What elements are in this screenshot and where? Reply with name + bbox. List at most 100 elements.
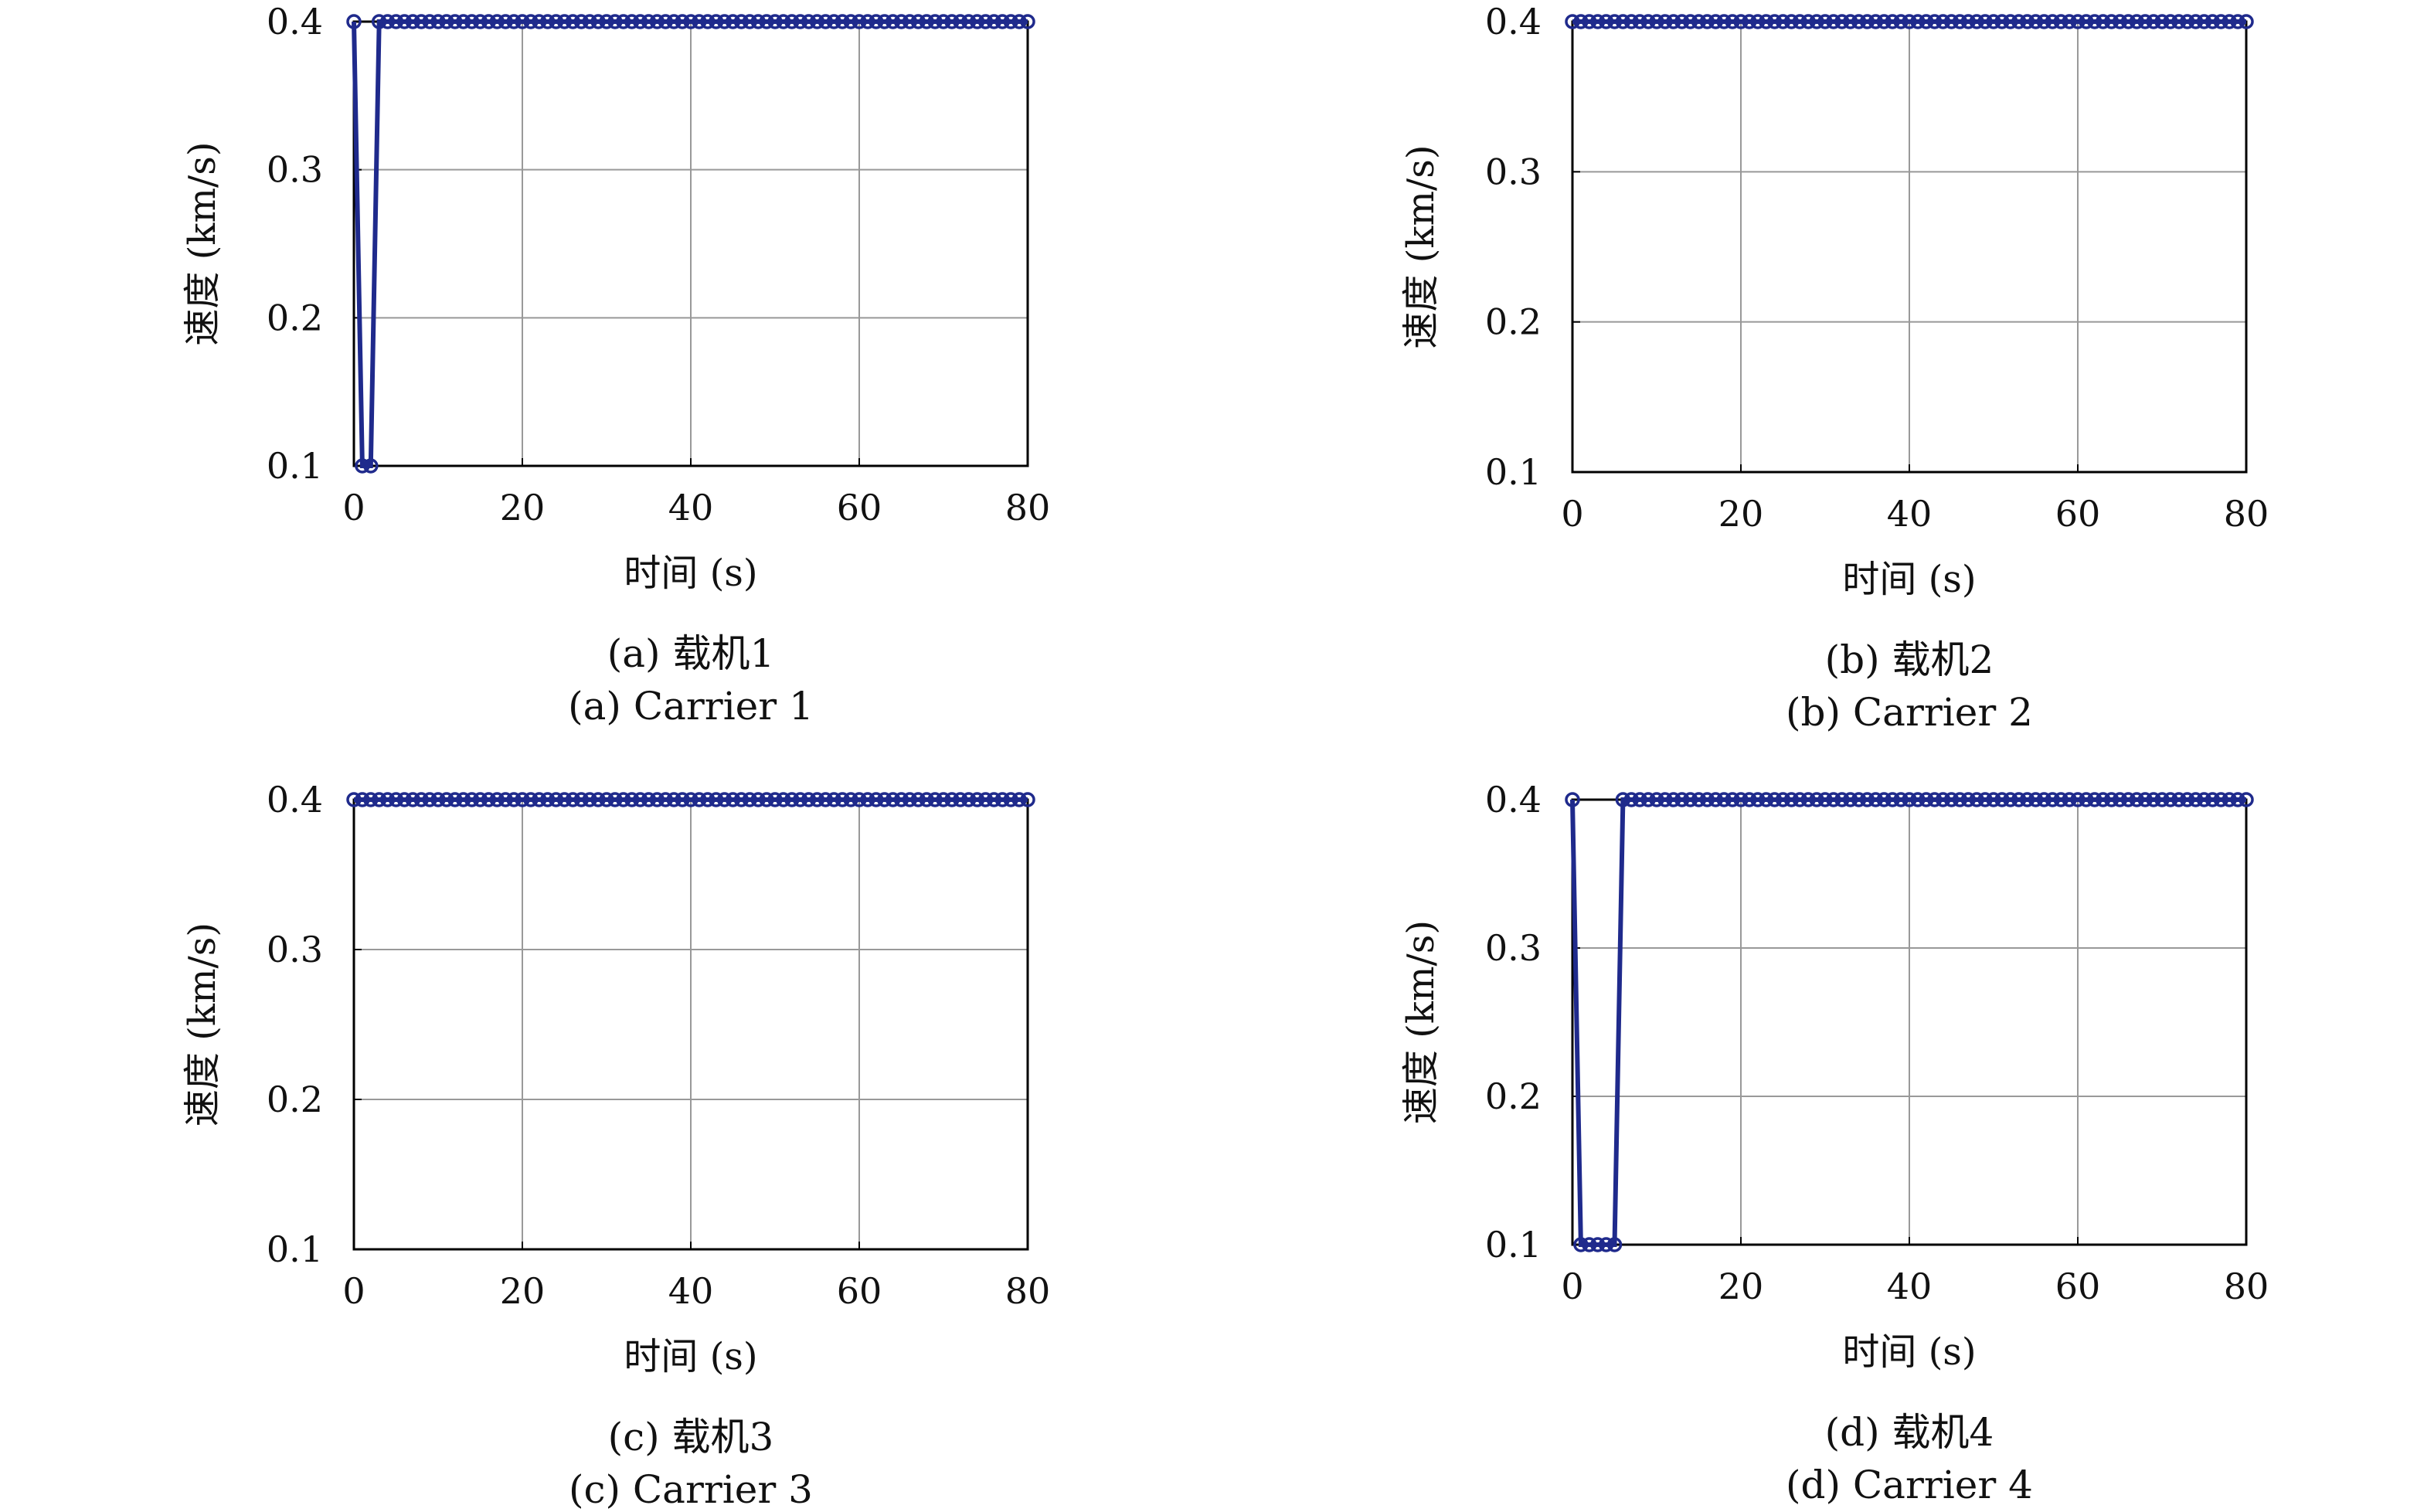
data-point-65 — [893, 14, 909, 29]
x-tick-label-0: 0 — [342, 1270, 365, 1312]
data-point-49 — [1977, 792, 1993, 807]
data-point-74 — [2188, 792, 2204, 807]
x-tick-label-3: 60 — [837, 1270, 882, 1312]
data-point-1 — [355, 792, 370, 807]
data-point-29 — [590, 792, 606, 807]
data-point-62 — [2087, 792, 2103, 807]
data-point-17 — [1708, 792, 1724, 807]
data-point-61 — [2079, 792, 2094, 807]
data-point-38 — [666, 792, 682, 807]
data-point-61 — [860, 792, 875, 807]
data-point-14 — [464, 14, 480, 29]
data-point-71 — [2163, 14, 2178, 29]
data-point-79 — [2230, 792, 2245, 807]
data-point-52 — [784, 792, 800, 807]
data-point-17 — [489, 14, 505, 29]
data-point-36 — [649, 14, 665, 29]
data-point-21 — [523, 14, 539, 29]
data-point-40 — [1902, 14, 1917, 29]
data-point-11 — [439, 14, 454, 29]
data-point-40 — [683, 14, 699, 29]
chart-panel-4: 0 20 40 60 80 0.1 0.2 0.3 0.4 时间 (s) 速度 (km/s) (d) … — [1399, 779, 2269, 1507]
y-tick-label-2: 0.3 — [267, 149, 323, 191]
y-tick-label-1: 0.2 — [267, 1079, 323, 1120]
data-point-37 — [658, 792, 674, 807]
data-point-15 — [472, 14, 488, 29]
y-axis-label: 速度 (km/s) — [181, 141, 224, 345]
data-point-44 — [716, 792, 733, 807]
data-point-1 — [1573, 1237, 1589, 1252]
data-point-71 — [2163, 792, 2178, 807]
data-point-47 — [1960, 14, 1977, 29]
data-point-53 — [792, 792, 808, 807]
data-point-55 — [809, 14, 825, 29]
data-point-76 — [986, 792, 1002, 807]
data-point-72 — [2171, 792, 2187, 807]
data-point-7 — [1623, 14, 1640, 29]
data-point-57 — [826, 792, 842, 807]
data-point-72 — [2171, 14, 2187, 29]
chart-panel-1: 0 20 40 60 80 0.1 0.2 0.3 0.4 时间 (s) 速度 (km/s) (a) … — [181, 1, 1050, 729]
x-tick-label-2: 40 — [668, 1270, 714, 1312]
data-point-38 — [1885, 792, 1900, 807]
data-point-6 — [1615, 792, 1631, 807]
data-point-29 — [1809, 792, 1824, 807]
data-point-5 — [388, 792, 404, 807]
y-tick-label-2: 0.3 — [1485, 151, 1542, 192]
data-point-29 — [590, 14, 606, 29]
data-point-30 — [1817, 792, 1833, 807]
data-point-38 — [666, 14, 682, 29]
data-point-19 — [506, 792, 522, 807]
data-point-16 — [481, 14, 497, 29]
data-point-22 — [1750, 14, 1766, 29]
data-point-0 — [1565, 14, 1580, 29]
data-point-12 — [1666, 14, 1681, 29]
data-point-64 — [885, 14, 901, 29]
data-point-45 — [1943, 792, 1960, 807]
data-point-4 — [1598, 14, 1614, 29]
data-point-50 — [767, 14, 783, 29]
x-tick-label-4: 80 — [2224, 493, 2269, 535]
caption-en: (a) Carrier 1 — [568, 684, 814, 729]
data-point-5 — [1606, 1237, 1623, 1252]
data-point-46 — [1952, 14, 1968, 29]
data-point-22 — [532, 792, 547, 807]
data-point-6 — [1615, 14, 1631, 29]
data-point-67 — [2129, 792, 2145, 807]
data-point-0 — [346, 14, 362, 29]
data-point-30 — [1817, 14, 1833, 29]
data-point-10 — [1649, 14, 1664, 29]
y-axis-label: 速度 (km/s) — [1399, 920, 1443, 1124]
data-point-8 — [413, 14, 429, 29]
y-tick-label-3: 0.4 — [267, 1, 323, 42]
data-point-63 — [2095, 792, 2111, 807]
data-point-74 — [2188, 14, 2204, 29]
data-point-79 — [2230, 14, 2245, 29]
data-point-14 — [1682, 14, 1698, 29]
data-point-60 — [2070, 14, 2086, 29]
data-point-80 — [2239, 792, 2254, 807]
data-point-54 — [801, 792, 817, 807]
data-point-52 — [784, 14, 800, 29]
data-point-60 — [852, 792, 867, 807]
x-tick-label-4: 80 — [2224, 1266, 2269, 1307]
data-point-10 — [1649, 792, 1664, 807]
data-point-17 — [1708, 14, 1724, 29]
data-point-35 — [1859, 14, 1875, 29]
y-axis-label: 速度 (km/s) — [1399, 144, 1443, 348]
data-point-4 — [379, 14, 396, 29]
data-point-53 — [2011, 792, 2027, 807]
data-point-39 — [675, 14, 690, 29]
data-point-72 — [953, 792, 968, 807]
data-point-75 — [977, 792, 994, 807]
data-point-45 — [725, 792, 741, 807]
data-point-24 — [548, 792, 564, 807]
data-point-10 — [430, 14, 446, 29]
data-point-65 — [2112, 14, 2128, 29]
data-point-59 — [843, 14, 858, 29]
data-point-18 — [1716, 792, 1732, 807]
data-point-13 — [455, 792, 471, 807]
data-point-38 — [1885, 14, 1900, 29]
data-point-51 — [776, 14, 791, 29]
data-point-32 — [616, 792, 631, 807]
